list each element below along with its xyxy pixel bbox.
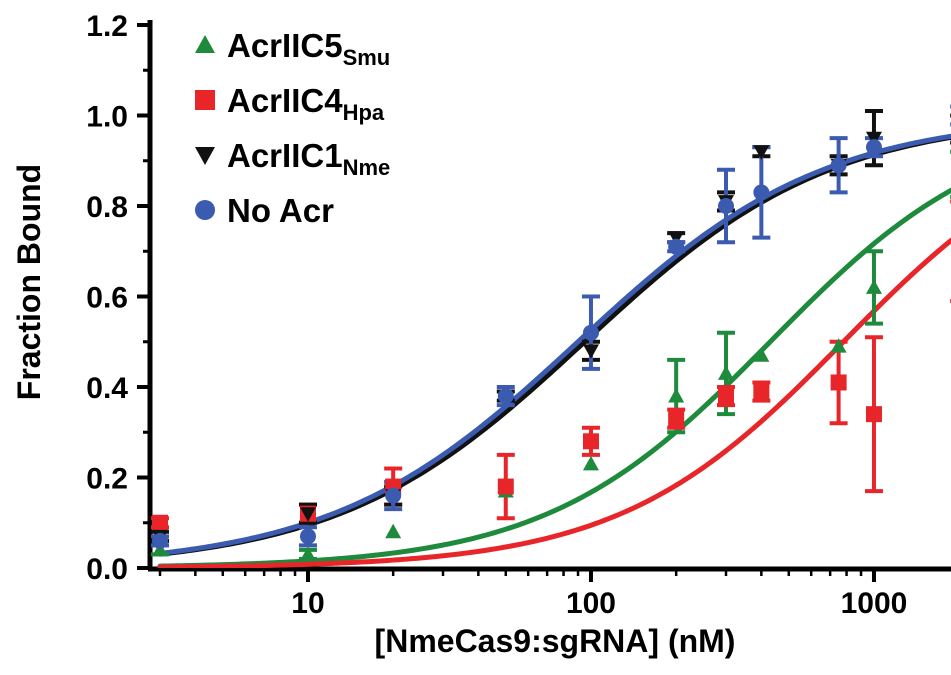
data-point [753,184,770,201]
data-point [718,388,734,405]
y-tick-label: 0.4 [86,372,128,405]
legend-label-main: AcrIIC1 [227,137,343,174]
data-point [152,532,168,549]
error-bars [151,104,951,561]
data-point [582,455,599,471]
data-point [865,279,882,294]
data-point [668,238,685,255]
legend-marker [195,200,215,220]
y-tick-label: 0.6 [86,282,128,315]
legend-label-subscript: Smu [343,45,391,70]
data-point [582,433,599,450]
data-point [497,478,514,495]
data-point [718,365,734,380]
data-point [299,546,316,561]
y-tick-label: 1.2 [86,10,128,43]
data-point [299,507,316,522]
fit-curve [157,237,951,568]
data-point [865,139,882,156]
data-points [152,131,882,561]
x-tick-label: 10 [291,587,324,620]
data-point [865,131,882,147]
y-tick-label: 0.0 [86,553,128,586]
fit-curve [157,187,951,568]
data-point [753,145,770,160]
legend-label-main: No Acr [227,192,334,229]
legend-marker [195,147,215,165]
legend-label: AcrIIC4Hpa [227,82,385,125]
data-point [718,198,734,214]
legend-marker [195,90,215,110]
data-point [582,344,599,359]
y-axis-title: Fraction Bound [11,164,47,400]
data-point [152,514,168,531]
legend-label-main: AcrIIC4 [227,82,343,119]
data-point [582,324,599,341]
legend-label-main: AcrIIC5 [227,27,343,64]
data-point [830,157,847,174]
x-axis-title: [NmeCas9:sgRNA] (nM) [375,623,736,659]
y-tick-label: 0.8 [86,191,128,224]
legend-label-subscript: Hpa [343,100,385,125]
x-tick-label: 100 [566,587,616,620]
axes-layer: 0.0 0.2 0.4 0.6 0.8 1.0 1.2 10 100 1000 [86,10,951,620]
legend-label: AcrIIC1Nme [227,137,390,180]
data-point [668,410,685,427]
y-tick-label: 0.2 [86,463,128,496]
y-tick-label: 1.0 [86,101,128,134]
legend-label: No Acr [227,192,334,229]
data-point [668,388,685,403]
data-point [668,231,685,246]
data-point [830,338,847,353]
legend-label: AcrIIC5Smu [227,27,390,70]
legend-label-subscript: Nme [343,155,391,180]
data-point [385,487,402,504]
data-point [753,347,770,362]
data-point [152,541,168,557]
data-point [865,406,882,423]
x-tick-label: 1000 [841,587,908,620]
data-point [385,523,402,539]
data-point [497,388,514,405]
legend-marker [195,35,215,53]
data-point [753,383,770,400]
data-point [830,374,847,391]
data-point [299,528,316,545]
